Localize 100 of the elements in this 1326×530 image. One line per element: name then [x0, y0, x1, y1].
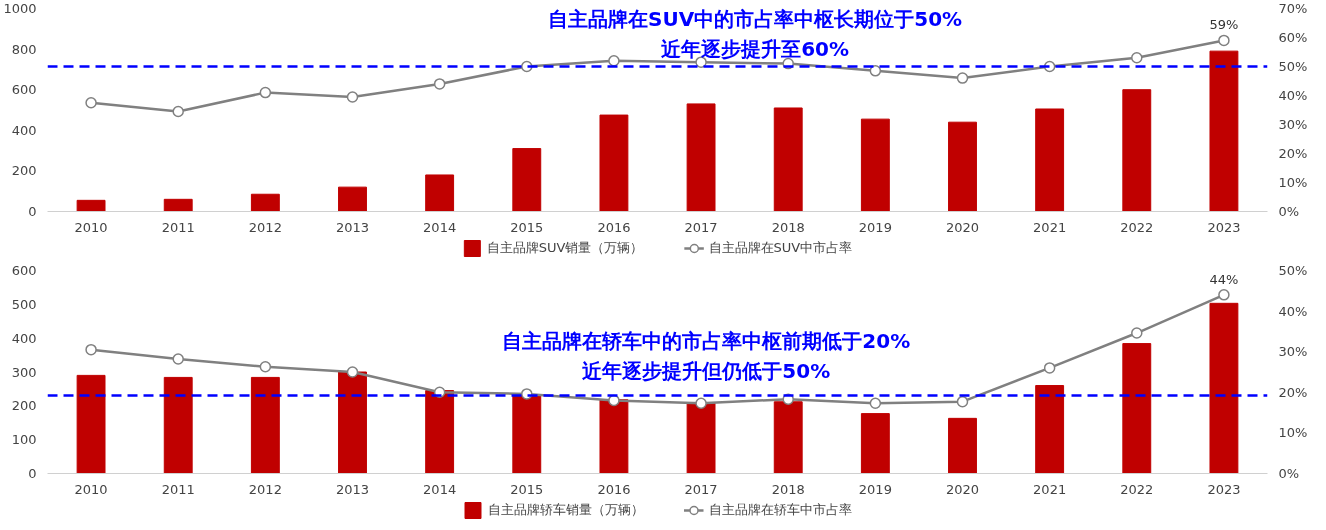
point — [346, 366, 359, 378]
bar — [948, 121, 977, 212]
x-tick-label: 2015 — [510, 481, 544, 497]
bar — [1209, 50, 1239, 212]
point — [956, 395, 969, 408]
y-tick-label: 600 — [11, 82, 37, 98]
point — [259, 86, 272, 99]
x-tick-label: 2012 — [248, 481, 282, 497]
x-tick-label: 2018 — [771, 219, 805, 235]
y-tick-label: 0 — [28, 204, 37, 219]
x-tick-label: 2010 — [74, 219, 108, 235]
y2-tick-label: 50% — [1278, 59, 1308, 74]
bar — [948, 417, 977, 474]
bar — [1209, 302, 1239, 474]
x-tick-label: 2019 — [858, 219, 892, 235]
point — [346, 91, 359, 103]
x-tick-label: 2013 — [335, 219, 370, 235]
y2-tick-label: 40% — [1278, 88, 1308, 103]
bar — [425, 174, 455, 212]
bar — [76, 374, 106, 474]
x-tick-label: 2020 — [945, 219, 980, 235]
annotation: 自主品牌在轿车中的市占率中枢前期低于20% — [502, 328, 911, 353]
legend-label: 自主品牌轿车销量（万辆） — [487, 501, 644, 519]
bar — [686, 402, 716, 474]
x-tick-label: 2016 — [597, 219, 631, 235]
bar — [76, 199, 106, 212]
bar — [163, 376, 193, 474]
x-tick-label: 2021 — [1033, 219, 1067, 235]
x-tick-label: 2023 — [1207, 219, 1241, 235]
bar — [425, 390, 455, 474]
y2-tick-label: 30% — [1278, 344, 1308, 360]
bar — [686, 103, 716, 212]
y2-tick-label: 60% — [1278, 30, 1308, 45]
data-label: 59% — [1209, 17, 1239, 33]
y-tick-label: 500 — [11, 296, 37, 312]
bar — [1035, 108, 1065, 212]
point — [433, 78, 446, 90]
point — [85, 343, 97, 356]
point — [259, 360, 272, 373]
x-tick-label: 2011 — [161, 481, 195, 497]
x-tick-label: 2022 — [1120, 219, 1154, 235]
y2-tick-label: 50% — [1278, 263, 1308, 278]
bar — [860, 413, 890, 474]
bar — [512, 394, 542, 474]
point — [695, 397, 707, 409]
x-tick-label: 2022 — [1120, 481, 1154, 497]
point — [85, 97, 97, 109]
bar — [773, 401, 803, 474]
annotation: 自主品牌在SUV中的市占率中枢长期位于50% — [548, 6, 963, 31]
y2-tick-label: 0% — [1278, 466, 1300, 481]
x-tick-label: 2015 — [510, 219, 544, 235]
point — [1218, 289, 1230, 301]
y-tick-label: 100 — [11, 432, 37, 448]
bar — [338, 186, 367, 212]
y2-tick-label: 70% — [1278, 1, 1308, 16]
y-tick-label: 0 — [28, 466, 37, 481]
y-tick-label: 1000 — [3, 1, 37, 16]
x-tick-label: 2019 — [858, 481, 892, 497]
legend-label: 自主品牌SUV销量（万辆） — [486, 239, 644, 257]
y2-tick-label: 10% — [1278, 175, 1308, 190]
point — [869, 397, 882, 409]
point — [172, 105, 184, 118]
bar — [599, 114, 629, 212]
bar — [250, 376, 280, 474]
x-tick-label: 2020 — [945, 481, 980, 497]
annotation: 近年逐步提升但仍低于50% — [581, 358, 831, 383]
bar — [512, 148, 542, 212]
bar — [250, 193, 280, 212]
y-tick-label: 400 — [11, 330, 37, 346]
annotation: 近年逐步提升至60% — [660, 36, 850, 61]
y2-tick-label: 40% — [1278, 303, 1308, 319]
data-label: 44% — [1209, 271, 1239, 287]
x-tick-label: 2014 — [423, 481, 457, 497]
bar — [1122, 89, 1152, 212]
y-tick-label: 200 — [11, 398, 37, 414]
x-tick-label: 2012 — [248, 219, 282, 235]
point — [608, 54, 620, 67]
point — [1131, 327, 1143, 339]
point — [956, 72, 969, 84]
bar — [860, 118, 890, 212]
bar — [163, 198, 193, 212]
y-tick-label: 400 — [11, 122, 37, 138]
x-tick-label: 2016 — [597, 481, 631, 497]
legend-label: 自主品牌在SUV中市占率 — [708, 239, 853, 257]
x-tick-label: 2023 — [1207, 481, 1241, 497]
point — [1043, 362, 1056, 374]
x-tick-label: 2018 — [771, 481, 805, 497]
point — [869, 65, 882, 77]
x-tick-label: 2010 — [74, 481, 108, 497]
bar — [338, 371, 367, 474]
point — [172, 353, 184, 365]
bar — [599, 399, 629, 474]
bar — [1122, 343, 1152, 474]
x-tick-label: 2013 — [335, 481, 370, 497]
bar — [773, 107, 803, 212]
y-tick-label: 600 — [11, 263, 37, 278]
legend-label: 自主品牌在轿车中市占率 — [708, 501, 852, 519]
y-tick-label: 300 — [11, 364, 37, 380]
y2-tick-label: 10% — [1278, 425, 1308, 441]
y2-tick-label: 0% — [1278, 204, 1300, 219]
